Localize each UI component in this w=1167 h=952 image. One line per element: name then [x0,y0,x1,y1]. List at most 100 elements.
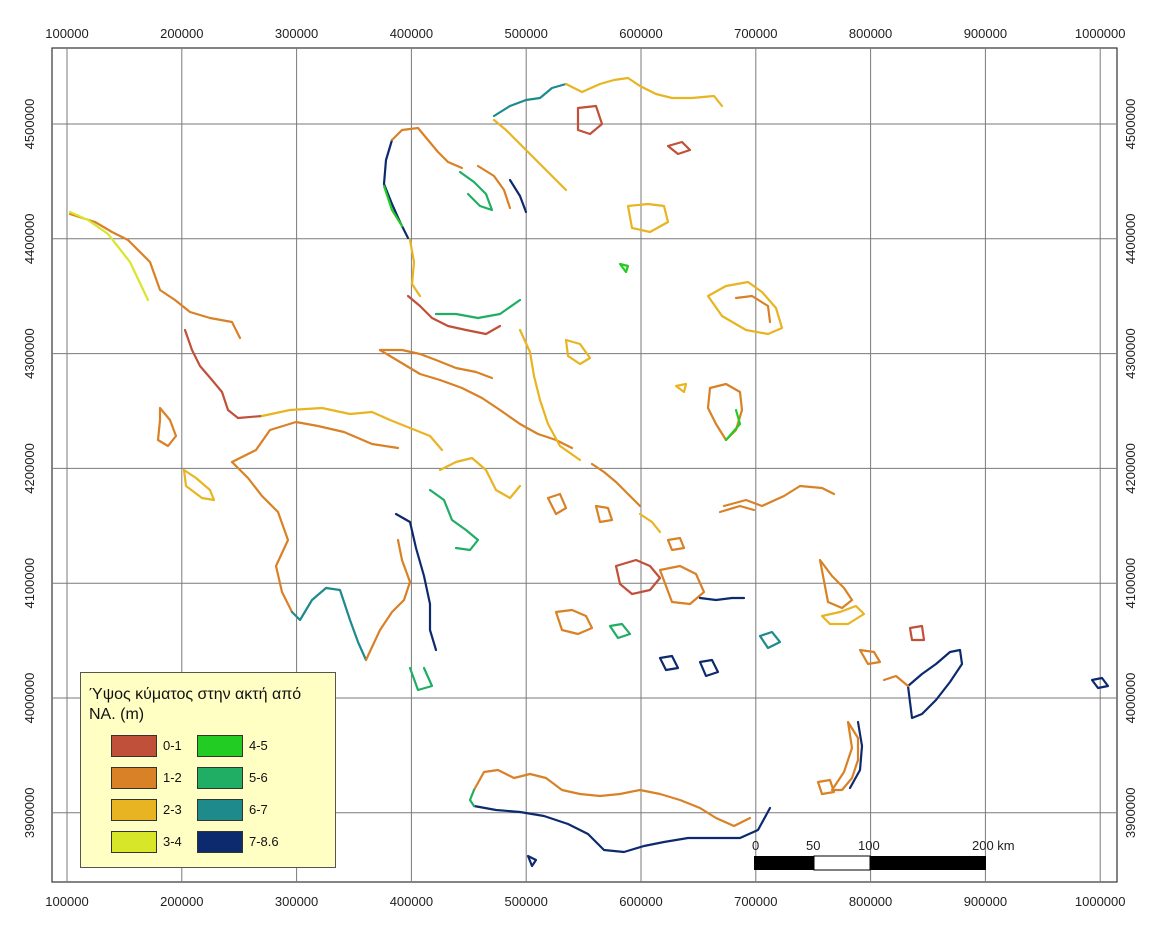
scale-label-200km: 200 km [972,838,1015,853]
coast-epirus [68,212,242,340]
y-tick-label: 4000000 [1123,673,1138,724]
coast-kefalonia [182,468,216,502]
legend-swatch [197,735,243,757]
x-tick-label: 900000 [964,26,1007,41]
legend-label: 7-8.6 [249,834,279,849]
coast-chios-e [724,408,742,442]
x-tick-labels-bottom: 100000 200000 300000 400000 500000 600000 7000… [45,894,1125,909]
legend-swatch [111,831,157,853]
coast-thrace [564,76,724,108]
y-tick-label: 4300000 [1123,328,1138,379]
coast-euboea-e [518,328,582,462]
coast-thasos [576,104,604,136]
x-tick-label: 800000 [849,894,892,909]
coast-syros [594,504,614,524]
y-tick-label: 4500000 [22,99,37,150]
legend-label: 1-2 [163,770,182,785]
coast-kos [820,604,866,626]
coast-peloponnese-w [230,420,400,464]
coast-saronic [428,488,480,552]
x-tick-label: 700000 [734,26,777,41]
coast-symi [858,648,882,666]
coast-crete-south [472,804,772,854]
coast-paros [614,558,662,596]
y-tick-label: 3900000 [1123,787,1138,838]
coast-andros [590,462,642,508]
x-tick-label: 700000 [734,894,777,909]
coastline-layer [68,76,1110,868]
scale-bar: 0 50 100 200 km [752,838,1015,871]
coast-amorgos [698,596,746,602]
coast-kastelorizo [1090,676,1110,690]
coast-euboea-w [378,348,574,450]
coast-sithonia [476,164,512,210]
coast-corinthian-n [260,406,444,452]
coast-samos [722,484,836,508]
scale-label-0: 0 [752,838,759,853]
y-tick-label: 4200000 [22,443,37,494]
y-tick-label: 4500000 [1123,99,1138,150]
coast-kasos [816,778,836,796]
y-tick-label: 4100000 [22,558,37,609]
coast-ag-efstratios [618,262,630,274]
coast-pagasitic [406,294,502,336]
coast-thrace-w [492,82,568,118]
coast-kassandra [458,170,494,212]
y-tick-label: 4400000 [22,213,37,264]
coast-ikaria [718,504,756,514]
coast-kea [546,492,568,516]
coast-thessaloniki [390,126,464,170]
coast-lesvos-inner [734,294,772,324]
coast-karpathos-e [848,720,864,790]
coast-corinth-gulf [378,348,494,380]
scale-segment-2 [813,855,871,871]
coast-argolic [394,512,438,652]
legend-swatch [111,799,157,821]
x-tick-label: 400000 [390,894,433,909]
coast-mykonos [666,536,686,552]
coast-messinian [290,586,368,662]
x-tick-label: 500000 [505,26,548,41]
coast-euboea-n [434,298,522,320]
scale-label-50: 50 [806,838,820,853]
y-tick-labels-left: 4500000 4400000 4300000 4200000 4100000 40000… [22,99,37,838]
coast-crete-north [472,768,752,828]
coast-peloponnese-sw [230,460,294,614]
coast-chalkidiki-n [492,118,568,192]
scale-label-100: 100 [858,838,880,853]
y-tick-labels-right: 4500000 4400000 4300000 4200000 4100000 40000… [1123,99,1138,838]
scale-segment-1 [754,856,814,870]
coast-crete-w [468,788,476,808]
y-tick-label: 4200000 [1123,443,1138,494]
x-tick-label: 600000 [619,894,662,909]
x-tick-label: 400000 [390,26,433,41]
x-tick-labels-top: 100000 200000 300000 400000 500000 600000 7000… [45,26,1125,41]
x-tick-label: 200000 [160,26,203,41]
legend-label: 2-3 [163,802,182,817]
legend-label: 0-1 [163,738,182,753]
x-tick-label: 1000000 [1075,26,1126,41]
coast-kalymnos [818,558,854,610]
coast-tinos [638,512,662,534]
coast-astypalea [758,630,782,650]
y-tick-label: 4300000 [22,328,37,379]
coast-thessaly [408,238,422,298]
coast-lesvos [706,280,784,336]
graticule-grid [52,48,1117,882]
coast-ios [658,654,680,672]
coast-nisyros [908,624,926,642]
coast-santorini [698,658,720,678]
x-tick-label: 900000 [964,894,1007,909]
coast-psara [674,382,688,394]
coast-sifnos [608,622,632,640]
legend-swatch [111,735,157,757]
legend-label: 3-4 [163,834,182,849]
legend-label: 6-7 [249,802,268,817]
coast-rhodes-w [882,674,910,688]
coast-skyros [564,338,592,366]
coast-samothraki [666,140,692,156]
coast-rhodes [906,648,964,720]
coast-west-mainland [183,328,264,420]
coast-milos [554,608,594,636]
coast-athos [508,178,528,214]
